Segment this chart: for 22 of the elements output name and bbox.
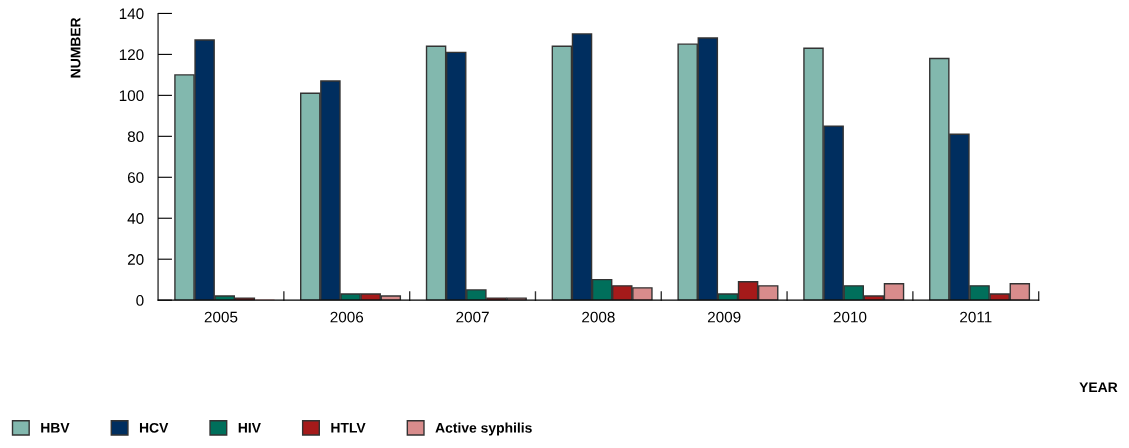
y-tick-label: 140 (119, 8, 144, 20)
x-tick-label: 2011 (960, 311, 992, 323)
text: YEAR (1079, 382, 1118, 392)
x-tick-label: 2005 (204, 311, 238, 323)
y-tick-label: 120 (119, 49, 144, 61)
x-tick-label: 2006 (330, 311, 364, 323)
y-tick-label: 0 (136, 295, 144, 306)
x-tick-label: 2009 (707, 311, 741, 323)
y-tick-label: 80 (127, 131, 144, 143)
x-tick-label: 2007 (456, 311, 489, 323)
legend-label: HIV (238, 423, 261, 433)
legend-label: HTLV (331, 423, 366, 433)
y-tick-label: 40 (127, 213, 144, 224)
x-tick-label: 2010 (833, 311, 867, 323)
y-tick-label: 20 (127, 254, 144, 265)
y-tick-label: 60 (127, 172, 144, 183)
legend-label: HBV (41, 423, 70, 433)
y-axis-title: NUMBER (70, 17, 81, 78)
legend-label: Active syphilis (435, 422, 532, 436)
legend-label: HCV (139, 422, 169, 433)
y-tick-label: 100 (119, 90, 144, 102)
x-tick-label: 2008 (582, 311, 615, 323)
